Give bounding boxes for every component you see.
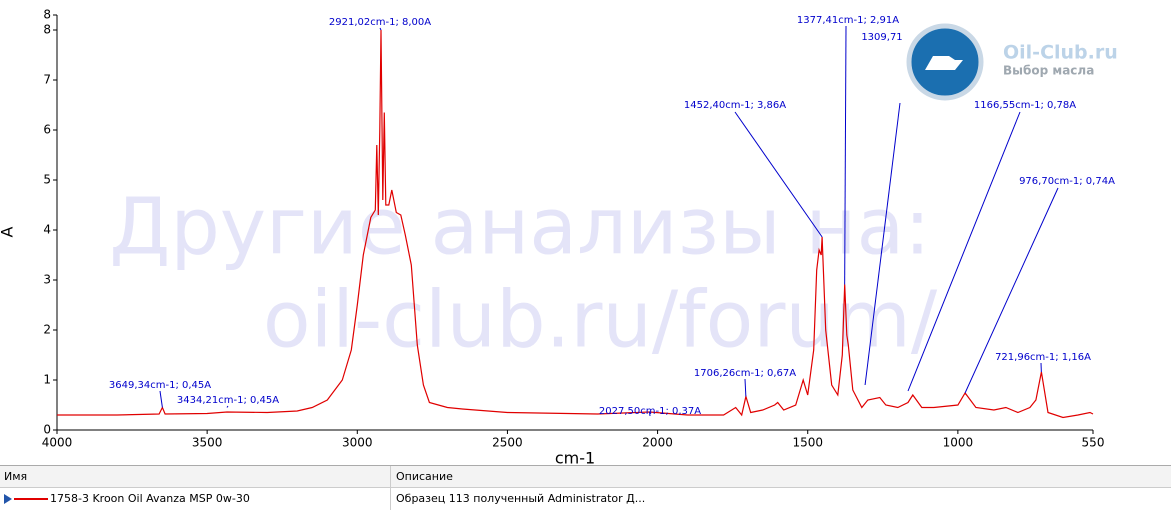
table-header: Имя Описание	[0, 466, 1171, 488]
y-tick-label: 0	[43, 423, 51, 437]
watermark: Другие анализы на:	[109, 182, 930, 272]
annotation-label: 2921,02cm-1; 8,00A	[329, 17, 431, 28]
y-tick-label: 2	[43, 323, 51, 337]
x-tick-label: 2500	[492, 436, 523, 450]
table-cell: Образец 113 полученный Administrator Д..…	[396, 488, 645, 509]
annotation-label: 1452,40cm-1; 3,86A	[684, 100, 786, 111]
y-tick-label: 1	[43, 373, 51, 387]
y-tick-label: 8	[43, 23, 51, 37]
logo-title: Oil-Club.ru	[1003, 42, 1118, 64]
annotation-leader	[160, 391, 162, 408]
annotation-label: 1309,71	[861, 32, 902, 43]
x-tick-label: 550	[1082, 436, 1105, 450]
logo-subtitle: Выбор масла	[1003, 64, 1094, 78]
x-tick-label: 1000	[943, 436, 974, 450]
x-tick-label: 1500	[792, 436, 823, 450]
annotation-label: 2027,50cm-1; 0,37A	[599, 406, 701, 417]
y-tick-label: 4	[43, 223, 51, 237]
y-tick-label: 3	[43, 273, 51, 287]
annotation-label: 976,70cm-1; 0,74A	[1019, 176, 1115, 187]
annotation-leader	[745, 379, 746, 397]
annotation-label: 1377,41cm-1; 2,91A	[797, 15, 899, 26]
y-tick-label: 6	[43, 123, 51, 137]
annotation-leader	[227, 406, 228, 408]
header-cell: Описание	[396, 466, 453, 487]
annotation-label: 3649,34cm-1; 0,45A	[109, 380, 211, 391]
y-tick-label: 5	[43, 173, 51, 187]
annotation-leader	[380, 28, 381, 30]
y-tick-label: 8	[43, 8, 51, 22]
x-tick-label: 3000	[342, 436, 373, 450]
annotation-label: 1706,26cm-1; 0,67A	[694, 368, 796, 379]
watermark: oil-club.ru/forum/	[263, 275, 938, 365]
row-arrow	[4, 494, 12, 504]
annotation-label: 3434,21cm-1; 0,45A	[177, 395, 279, 406]
logo: Oil-Club.ru Выбор масла	[909, 26, 1118, 98]
row-marker	[0, 488, 50, 510]
x-tick-label: 2000	[642, 436, 673, 450]
legend-table: Имя Описание 1758-3 Kroon Oil Avanza MSP…	[0, 465, 1171, 510]
x-axis-label: cm-1	[555, 449, 595, 466]
annotation-label: 721,96cm-1; 1,16A	[995, 352, 1091, 363]
x-tick-label: 4000	[42, 436, 73, 450]
y-axis-label: A	[0, 226, 17, 237]
chart: Другие анализы на: oil-club.ru/forum/ cm…	[0, 0, 1171, 465]
annotation-label: 1166,55cm-1; 0,78A	[974, 100, 1076, 111]
table-row[interactable]: 1758-3 Kroon Oil Avanza MSP 0w-30 Образе…	[0, 488, 1171, 510]
x-tick-label: 3500	[192, 436, 223, 450]
y-tick-label: 7	[43, 73, 51, 87]
table-cell: 1758-3 Kroon Oil Avanza MSP 0w-30	[50, 488, 250, 509]
header-cell: Имя	[4, 466, 27, 487]
